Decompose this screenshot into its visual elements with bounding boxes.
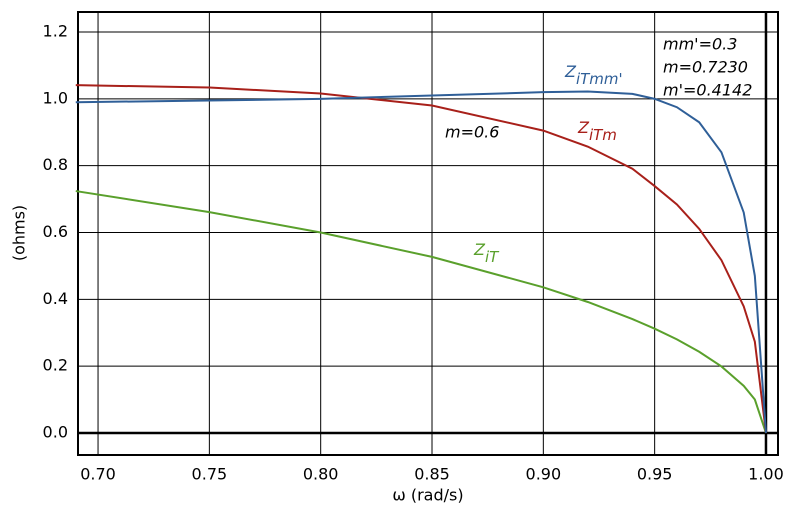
y-axis-label: (ohms)	[10, 205, 29, 261]
x-tick-label: 0.75	[192, 465, 228, 484]
y-tick-label: 0.4	[43, 289, 68, 308]
series-label-subscript: iTmm'	[576, 70, 623, 88]
x-tick-label: 0.80	[303, 465, 339, 484]
annotation: mm'=0.3	[663, 35, 737, 54]
annotation: m=0.6	[445, 123, 499, 142]
series-label-subscript: iTm	[589, 126, 617, 144]
y-tick-label: 0.0	[43, 422, 68, 441]
series-label-subscript: iT	[485, 248, 500, 266]
y-tick-label: 0.2	[43, 356, 68, 375]
x-tick-label: 1.00	[748, 465, 784, 484]
x-axis-label: ω (rad/s)	[392, 486, 463, 505]
annotation: m=0.7230	[663, 58, 748, 77]
series-label-name: Z	[473, 240, 486, 259]
series-label-name: Z	[577, 118, 590, 137]
plot-frame	[77, 11, 779, 456]
series-line	[75, 190, 767, 434]
y-tick-label: 0.6	[43, 222, 68, 241]
annotation: m'=0.4142	[663, 81, 752, 100]
y-tick-label: 1.2	[43, 22, 68, 41]
x-tick-label: 0.70	[80, 465, 116, 484]
x-tick-label: 0.95	[637, 465, 673, 484]
series-label-name: Z	[564, 62, 577, 81]
y-tick-label: 0.8	[43, 155, 68, 174]
series-line	[75, 84, 767, 434]
x-tick-label: 0.90	[526, 465, 562, 484]
y-tick-label: 1.0	[43, 88, 68, 107]
x-tick-label: 0.85	[414, 465, 450, 484]
series-line	[75, 90, 767, 434]
series-label: ZiTm	[577, 118, 617, 144]
series-label: ZiT	[473, 240, 500, 266]
series-label: ZiTmm'	[564, 62, 623, 88]
